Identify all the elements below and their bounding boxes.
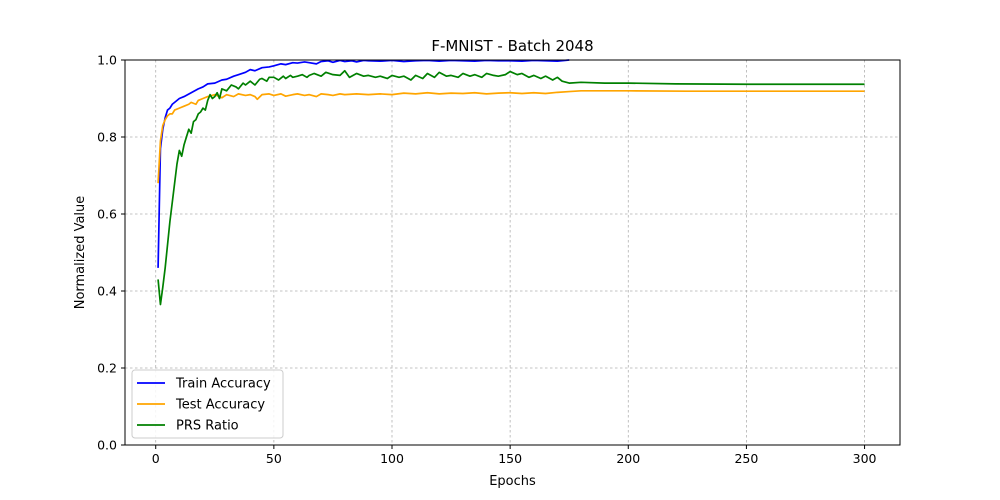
x-tick-label: 50 bbox=[266, 451, 282, 466]
x-tick-label: 0 bbox=[152, 451, 160, 466]
y-axis-label: Normalized Value bbox=[73, 196, 88, 310]
chart-title: F-MNIST - Batch 2048 bbox=[431, 37, 593, 55]
legend: Train Accuracy Test Accuracy PRS Ratio bbox=[131, 369, 284, 439]
y-tick-label: 0.0 bbox=[97, 438, 117, 453]
x-tick-label: 300 bbox=[853, 451, 877, 466]
y-tick-label: 0.2 bbox=[97, 361, 117, 376]
plot-frame bbox=[124, 59, 901, 446]
x-tick-label: 250 bbox=[734, 451, 758, 466]
test-accuracy-line bbox=[157, 89, 865, 184]
train-accuracy-line bbox=[157, 59, 570, 268]
axis-ticks: 0 50 100 150 200 250 300 0.0 0.2 0.4 0.6 0.8 1.0 bbox=[97, 53, 876, 467]
test-accuracy-legend-label: Test Accuracy bbox=[175, 398, 265, 413]
x-axis-label: Epochs bbox=[489, 474, 536, 489]
x-tick-label: 200 bbox=[616, 451, 640, 466]
series-lines bbox=[157, 59, 865, 306]
y-tick-label: 0.6 bbox=[97, 207, 117, 222]
prs-ratio-line bbox=[157, 69, 865, 306]
y-tick-label: 0.8 bbox=[97, 130, 117, 145]
x-tick-label: 100 bbox=[380, 451, 404, 466]
y-tick-label: 1.0 bbox=[97, 53, 117, 68]
y-tick-label: 0.4 bbox=[97, 284, 117, 299]
train-accuracy-legend-label: Train Accuracy bbox=[175, 377, 271, 392]
x-tick-label: 150 bbox=[498, 451, 522, 466]
prs-ratio-legend-label: PRS Ratio bbox=[176, 419, 239, 434]
legend-box bbox=[131, 369, 284, 439]
